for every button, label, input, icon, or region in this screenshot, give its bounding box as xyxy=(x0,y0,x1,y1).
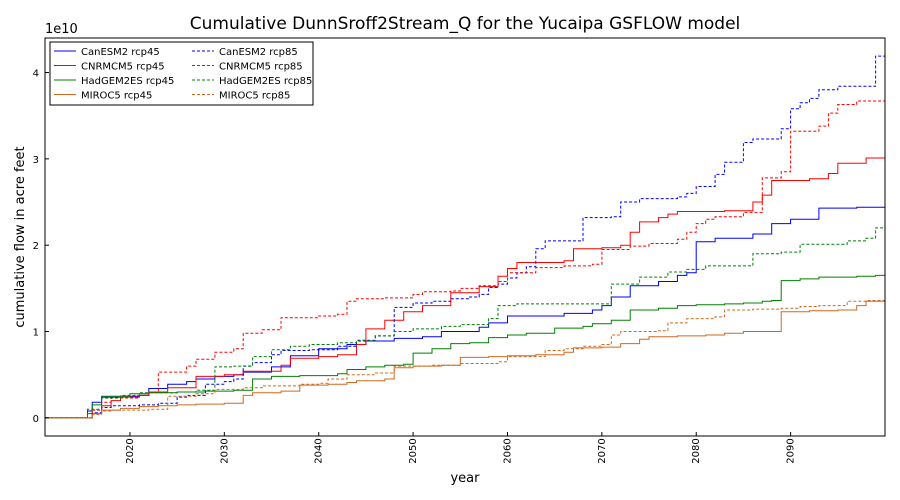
y-axis-label: cumulative flow in acre feet xyxy=(13,146,28,327)
legend-entry: CanESM2 rcp45 xyxy=(81,47,160,58)
x-tick-label: 2030 xyxy=(219,438,230,463)
y-tick-label: 2 xyxy=(33,241,39,252)
x-tick-label: 2020 xyxy=(125,438,136,463)
series-line-miroc5-rcp45 xyxy=(45,300,885,419)
legend-box xyxy=(49,41,314,106)
series-line-miroc5-rcp85 xyxy=(45,299,885,419)
x-axis: 2020 2030 2040 2050 2060 2070 2080 2090 xyxy=(125,432,797,464)
x-tick-label: 2040 xyxy=(314,438,325,463)
y-tick-label: 0 xyxy=(33,414,39,425)
series-line-hadgem2es-rcp85 xyxy=(45,227,885,419)
y-axis-offset-label: 1e10 xyxy=(45,22,78,37)
x-axis-label: year xyxy=(450,471,480,486)
series-line-cnrmcm5-rcp45 xyxy=(45,155,885,419)
series-line-cnrmcm5-rcp85 xyxy=(45,100,885,419)
x-tick-label: 2090 xyxy=(786,438,797,463)
legend-entry: CanESM2 rcp85 xyxy=(219,47,298,58)
legend-entry: CNRMCM5 rcp45 xyxy=(81,62,165,73)
legend-entry: HadGEM2ES rcp45 xyxy=(81,76,174,87)
y-axis: 0 1 2 3 4 xyxy=(33,69,49,425)
legend-entry: MIROC5 rcp85 xyxy=(219,91,290,102)
plot-frame xyxy=(44,37,886,437)
x-tick-label: 2050 xyxy=(408,438,419,463)
legend-entry: CNRMCM5 rcp85 xyxy=(219,62,303,73)
legend: CanESM2 rcp45 CNRMCM5 rcp45 HadGEM2ES rcp4… xyxy=(49,41,314,106)
legend-entry: HadGEM2ES rcp85 xyxy=(219,76,312,87)
series-line-canesm2-rcp45 xyxy=(45,206,885,419)
y-tick-label: 4 xyxy=(33,69,39,80)
x-tick-label: 2060 xyxy=(502,438,513,463)
chart-title: Cumulative DunnSroff2Stream_Q for the Yu… xyxy=(190,14,741,34)
plot-area xyxy=(45,55,885,419)
legend-entry: MIROC5 rcp45 xyxy=(81,91,152,102)
x-tick-label: 2080 xyxy=(691,438,702,463)
y-tick-label: 3 xyxy=(33,155,39,166)
y-tick-label: 1 xyxy=(33,328,39,339)
series-line-canesm2-rcp85 xyxy=(45,55,885,419)
x-tick-label: 2070 xyxy=(597,438,608,463)
series-line-hadgem2es-rcp45 xyxy=(45,272,885,419)
